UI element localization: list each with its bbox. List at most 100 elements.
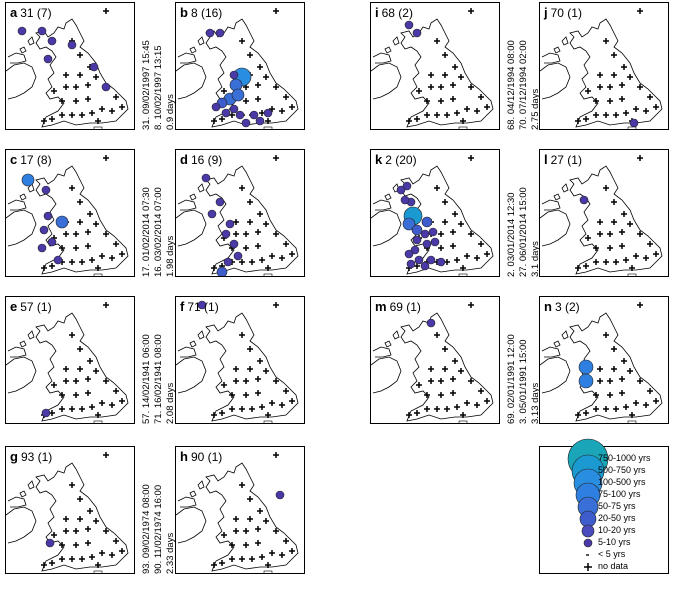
panel-count: 93 (1) [20,450,53,464]
panel-count: 16 (9) [190,153,223,167]
return-period-circle [197,300,207,310]
return-period-circle [436,257,446,267]
no-data-marker [247,199,253,205]
panel-label: i 68 (2) [375,5,413,20]
return-period-circle [101,82,111,92]
no-data-marker [69,406,75,412]
no-data-marker [424,392,430,398]
no-data-marker [289,251,295,257]
no-data-marker [79,406,85,412]
legend-symbol [583,538,593,548]
no-data-marker [221,382,227,388]
gb-coastline [205,18,299,128]
no-data-marker [283,538,289,544]
no-data-marker [607,231,613,237]
panel-letter: m [375,299,387,314]
legend-label: 500-750 yrs [598,465,646,475]
return-period-circle [45,538,55,548]
panel-letter: j [544,5,548,20]
north-marker [637,8,643,14]
no-data-marker [279,255,285,261]
map-svg [176,452,299,573]
no-data-marker [269,550,275,556]
no-data-marker [643,108,649,114]
map-svg [540,155,663,276]
no-data-marker [247,496,253,502]
return-period-circle [422,239,432,249]
gb-coastline [400,312,494,422]
no-data-marker [49,560,55,566]
no-data-marker [621,358,627,364]
ireland-outline [371,356,402,394]
no-data-marker [259,404,265,410]
no-data-marker [450,390,456,396]
return-period-circle [275,490,285,500]
legend-item: no data [540,561,668,573]
no-data-marker [255,376,261,382]
no-data-marker [460,265,466,271]
ireland-outline [540,209,571,247]
return-period-circle [412,28,422,38]
panel-count: 8 (16) [190,6,223,20]
return-period-circle [37,26,47,36]
no-data-marker [653,104,659,110]
no-data-marker [59,112,65,118]
no-data-marker [623,257,629,263]
no-data-marker [69,332,75,338]
no-data-marker [257,358,263,364]
no-data-marker [219,116,225,122]
map-svg [176,300,299,423]
no-data-marker [623,110,629,116]
no-data-marker [243,542,249,548]
no-data-marker [255,82,261,88]
no-data-marker [434,185,440,191]
no-data-marker [633,106,639,112]
no-data-marker [89,404,95,410]
caption-line: 8. 10/02/1997 13:15 [153,45,164,130]
no-data-marker [63,528,69,534]
no-data-marker [95,265,101,271]
no-data-marker [257,211,263,217]
return-period-circle [410,245,420,255]
no-data-marker [633,253,639,259]
north-marker [273,302,279,308]
no-data-marker [243,528,249,534]
return-period-circle [37,243,47,253]
panel-count: 70 (1) [550,6,582,20]
map-svg [176,8,299,129]
ireland-outline [371,209,402,247]
no-data-marker [89,554,95,560]
no-data-marker [233,516,239,522]
no-data-marker [247,52,253,58]
no-data-marker [239,259,245,265]
no-data-marker [593,392,599,398]
no-data-marker [269,400,275,406]
legend-symbol [586,554,589,556]
map-panel-j: j 70 (1) [539,2,669,130]
caption-line: 17. 01/02/2014 07:30 [141,187,152,277]
no-data-marker [289,104,295,110]
no-data-marker [239,556,245,562]
no-data-marker [434,332,440,338]
no-data-marker [442,346,448,352]
no-data-marker [89,110,95,116]
no-data-marker [438,392,444,398]
return-period-circle [396,185,406,195]
caption-line: 93. 09/02/1974 08:00 [141,484,152,574]
no-data-marker [452,358,458,364]
panel-label: g 93 (1) [10,449,52,464]
no-data-marker [239,185,245,191]
scale-box [263,273,273,276]
return-period-circle [579,195,589,205]
no-data-marker [621,211,627,217]
no-data-marker [263,518,269,524]
no-data-marker [623,404,629,410]
no-data-marker [243,98,249,104]
no-data-marker [211,265,217,271]
no-data-marker [93,74,99,80]
panel-count: 57 (1) [20,300,52,314]
no-data-marker [438,84,444,90]
return-period-circle [229,239,239,249]
no-data-marker [229,556,235,562]
return-period-circle [421,216,433,228]
